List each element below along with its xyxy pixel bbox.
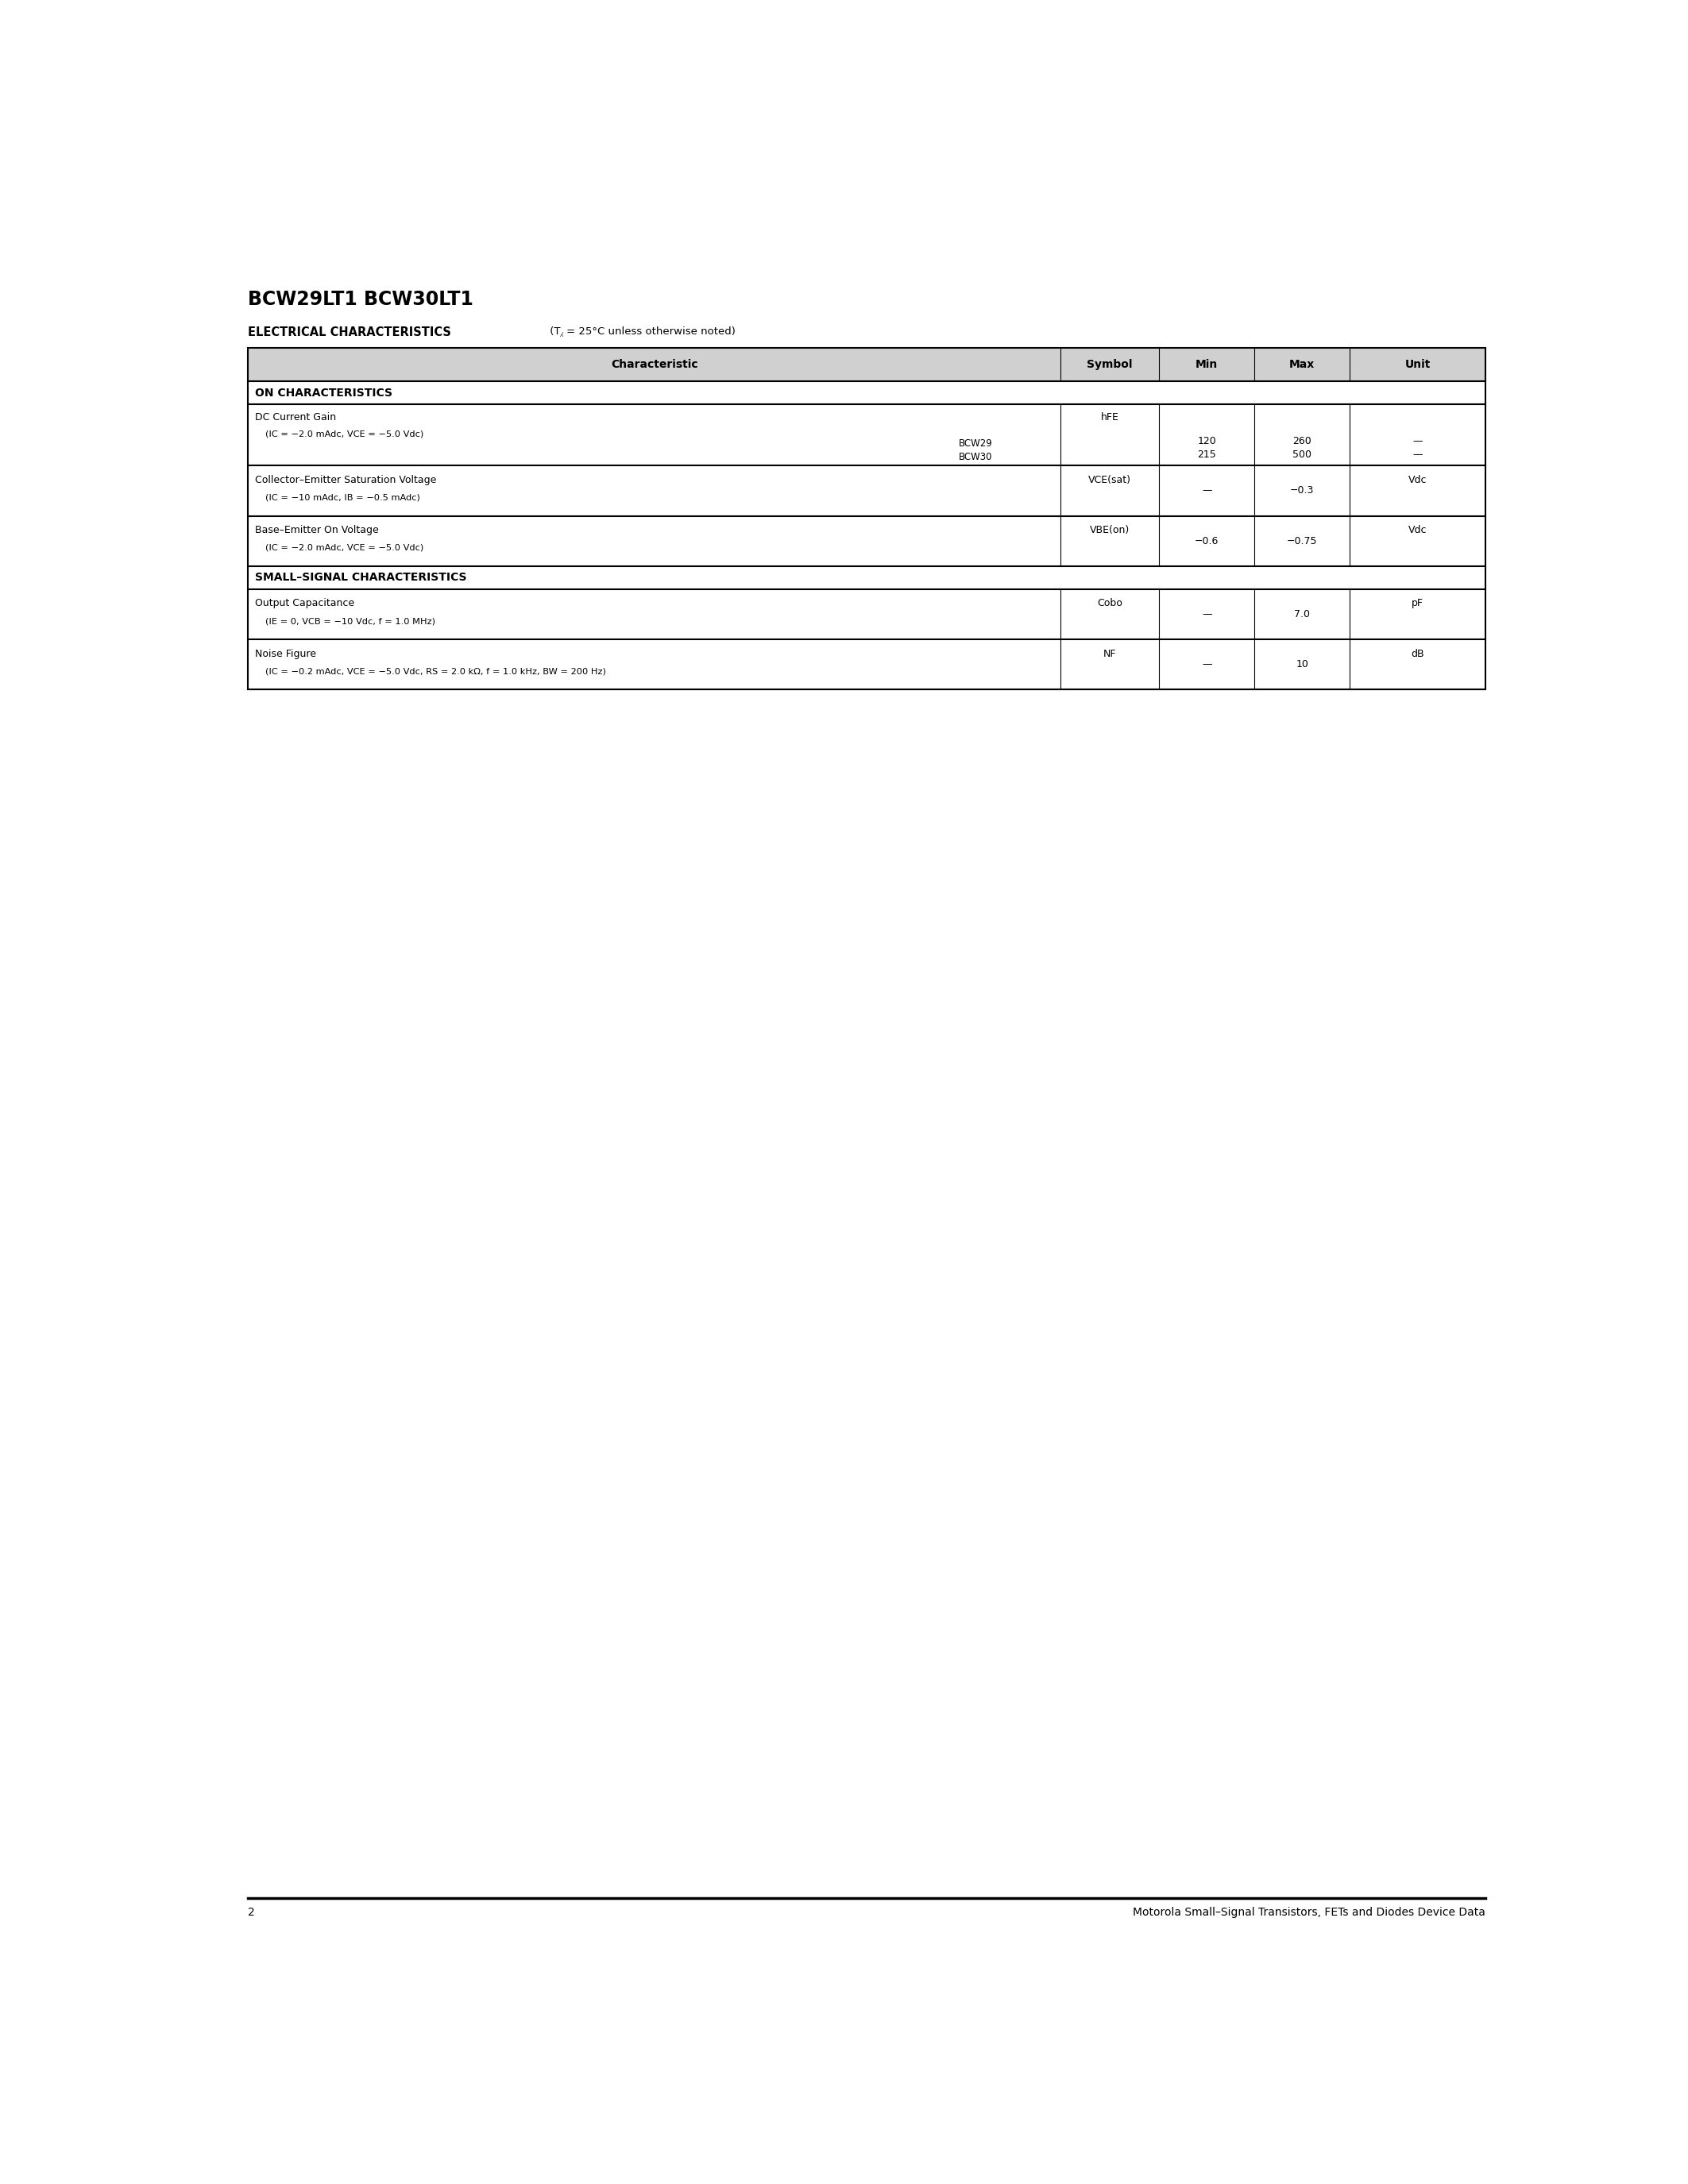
- Text: 120: 120: [1197, 437, 1215, 446]
- Text: Output Capacitance: Output Capacitance: [255, 598, 354, 609]
- Text: Max: Max: [1290, 358, 1315, 369]
- Text: 10: 10: [1296, 660, 1308, 670]
- Text: 7.0: 7.0: [1295, 609, 1310, 620]
- Text: Noise Figure: Noise Figure: [255, 649, 316, 660]
- Bar: [248, 566, 1485, 590]
- Text: VBE(on): VBE(on): [1090, 524, 1129, 535]
- Bar: [248, 465, 1485, 515]
- Text: (IC = −10 mAdc, IB = −0.5 mAdc): (IC = −10 mAdc, IB = −0.5 mAdc): [265, 494, 420, 502]
- Text: Min: Min: [1195, 358, 1219, 369]
- Text: Vdc: Vdc: [1408, 474, 1426, 485]
- Text: Cobo: Cobo: [1097, 598, 1123, 609]
- Bar: [248, 382, 1485, 404]
- Text: 215: 215: [1197, 450, 1215, 461]
- Text: —: —: [1413, 450, 1423, 461]
- Text: pF: pF: [1411, 598, 1423, 609]
- Text: (IC = −0.2 mAdc, VCE = −5.0 Vdc, RS = 2.0 kΩ, f = 1.0 kHz, BW = 200 Hz): (IC = −0.2 mAdc, VCE = −5.0 Vdc, RS = 2.…: [265, 668, 606, 675]
- Bar: [248, 590, 1485, 640]
- Text: (IE = 0, VCB = −10 Vdc, f = 1.0 MHz): (IE = 0, VCB = −10 Vdc, f = 1.0 MHz): [265, 618, 436, 625]
- Text: BCW30: BCW30: [959, 452, 993, 463]
- Text: −0.75: −0.75: [1286, 535, 1317, 546]
- Text: Base–Emitter On Voltage: Base–Emitter On Voltage: [255, 524, 380, 535]
- Bar: [248, 404, 1485, 465]
- Text: dB: dB: [1411, 649, 1425, 660]
- Text: DC Current Gain: DC Current Gain: [255, 413, 336, 424]
- Text: (IC = −2.0 mAdc, VCE = −5.0 Vdc): (IC = −2.0 mAdc, VCE = −5.0 Vdc): [265, 430, 424, 439]
- Text: —: —: [1413, 437, 1423, 446]
- Bar: [248, 515, 1485, 566]
- Text: Motorola Small–Signal Transistors, FETs and Diodes Device Data: Motorola Small–Signal Transistors, FETs …: [1133, 1907, 1485, 1918]
- Text: −0.6: −0.6: [1195, 535, 1219, 546]
- Text: −0.3: −0.3: [1290, 485, 1315, 496]
- Text: (IC = −2.0 mAdc, VCE = −5.0 Vdc): (IC = −2.0 mAdc, VCE = −5.0 Vdc): [265, 544, 424, 553]
- Text: Symbol: Symbol: [1087, 358, 1133, 369]
- Text: (T⁁ = 25°C unless otherwise noted): (T⁁ = 25°C unless otherwise noted): [547, 325, 736, 336]
- Text: ELECTRICAL CHARACTERISTICS: ELECTRICAL CHARACTERISTICS: [248, 325, 451, 339]
- Text: 260: 260: [1293, 437, 1312, 446]
- Text: Unit: Unit: [1404, 358, 1430, 369]
- Text: ON CHARACTERISTICS: ON CHARACTERISTICS: [255, 387, 393, 397]
- Text: —: —: [1202, 485, 1212, 496]
- Text: NF: NF: [1104, 649, 1116, 660]
- Text: Collector–Emitter Saturation Voltage: Collector–Emitter Saturation Voltage: [255, 474, 437, 485]
- Text: —: —: [1202, 660, 1212, 670]
- Text: VCE(sat): VCE(sat): [1089, 474, 1131, 485]
- Text: 500: 500: [1293, 450, 1312, 461]
- Text: hFE: hFE: [1101, 413, 1119, 424]
- Text: SMALL–SIGNAL CHARACTERISTICS: SMALL–SIGNAL CHARACTERISTICS: [255, 572, 468, 583]
- Text: BCW29LT1 BCW30LT1: BCW29LT1 BCW30LT1: [248, 290, 473, 308]
- Text: 2: 2: [248, 1907, 255, 1918]
- Bar: [248, 347, 1485, 382]
- Text: Characteristic: Characteristic: [611, 358, 697, 369]
- Bar: [248, 640, 1485, 690]
- Text: —: —: [1202, 609, 1212, 620]
- Text: Vdc: Vdc: [1408, 524, 1426, 535]
- Text: BCW29: BCW29: [959, 439, 993, 448]
